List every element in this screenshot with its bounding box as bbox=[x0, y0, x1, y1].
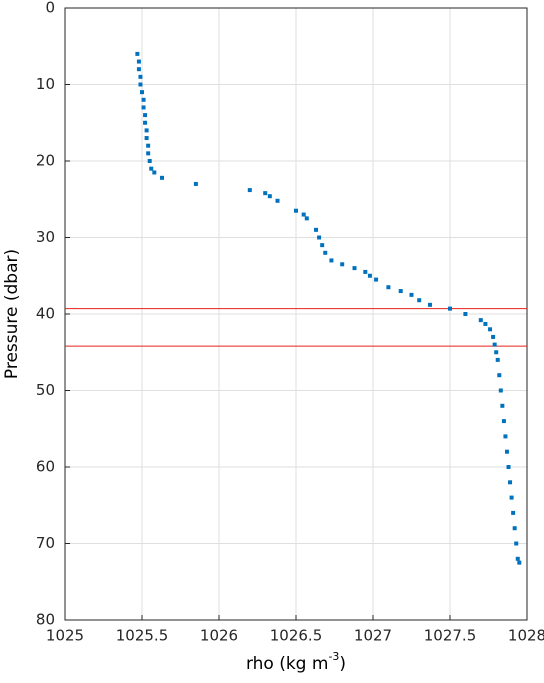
point bbox=[136, 59, 141, 64]
point bbox=[367, 273, 372, 278]
point bbox=[363, 269, 368, 274]
x-axis-label: rho (kg m-3) bbox=[246, 650, 346, 674]
point bbox=[352, 266, 357, 271]
point bbox=[147, 159, 152, 163]
point bbox=[138, 74, 143, 79]
point bbox=[497, 373, 502, 378]
x-tick-label: 1025 bbox=[46, 627, 84, 645]
point bbox=[514, 541, 519, 546]
point bbox=[488, 327, 493, 332]
point bbox=[143, 120, 148, 125]
y-axis-label: Pressure (dbar) bbox=[2, 249, 22, 379]
point bbox=[515, 556, 520, 561]
point bbox=[463, 312, 468, 316]
point bbox=[503, 434, 508, 439]
point bbox=[386, 285, 391, 290]
y-tick-label: 20 bbox=[36, 152, 55, 170]
point bbox=[511, 510, 516, 515]
point bbox=[409, 292, 414, 297]
point bbox=[141, 97, 146, 102]
point bbox=[494, 350, 499, 355]
point bbox=[247, 188, 252, 193]
x-tick-label: 1025.5 bbox=[116, 627, 169, 645]
point bbox=[512, 526, 517, 531]
x-tick-label: 1026 bbox=[200, 627, 238, 645]
point bbox=[448, 306, 452, 311]
point bbox=[314, 227, 319, 232]
x-tick-label: 1028 bbox=[508, 627, 544, 645]
x-tick-label: 1027.5 bbox=[424, 627, 477, 645]
point bbox=[140, 90, 144, 95]
y-tick-label: 40 bbox=[36, 305, 55, 323]
point bbox=[498, 388, 503, 393]
point bbox=[340, 262, 345, 267]
point bbox=[263, 191, 268, 196]
y-tick-label: 0 bbox=[45, 0, 55, 17]
point bbox=[506, 465, 511, 469]
point bbox=[478, 318, 483, 323]
x-label-sup: -3 bbox=[328, 650, 339, 663]
point bbox=[504, 449, 509, 454]
point bbox=[317, 235, 322, 240]
point bbox=[294, 208, 298, 213]
point bbox=[160, 175, 165, 180]
point bbox=[304, 216, 309, 221]
point bbox=[136, 67, 141, 72]
point bbox=[141, 105, 146, 110]
point bbox=[152, 170, 157, 175]
x-label-text: rho (kg m bbox=[246, 654, 329, 674]
y-tick-label: 80 bbox=[36, 611, 55, 629]
y-tick-label: 50 bbox=[36, 381, 55, 399]
x-label-tail: ) bbox=[339, 654, 346, 674]
point bbox=[146, 151, 151, 156]
x-tick-label: 1026.5 bbox=[270, 627, 323, 645]
y-tick-label: 70 bbox=[36, 534, 55, 552]
point bbox=[517, 560, 522, 565]
point bbox=[417, 298, 422, 303]
point bbox=[138, 82, 143, 87]
point bbox=[135, 51, 140, 56]
point bbox=[149, 166, 154, 171]
point bbox=[144, 128, 149, 133]
x-tick-label: 1027 bbox=[354, 627, 392, 645]
point bbox=[275, 198, 280, 203]
point bbox=[398, 289, 403, 294]
point bbox=[320, 243, 325, 248]
y-tick-label: 60 bbox=[36, 458, 55, 476]
point bbox=[267, 194, 272, 199]
y-tick-label: 30 bbox=[36, 228, 55, 246]
point bbox=[509, 495, 514, 500]
point bbox=[491, 334, 496, 339]
point bbox=[483, 321, 488, 326]
axes-box bbox=[64, 7, 528, 621]
point bbox=[508, 480, 513, 485]
point bbox=[495, 357, 500, 362]
point bbox=[193, 181, 198, 186]
point bbox=[143, 113, 148, 118]
y-tick-label: 10 bbox=[36, 75, 55, 93]
point bbox=[144, 136, 149, 141]
point bbox=[329, 258, 334, 263]
point bbox=[374, 277, 379, 282]
plot-area: 1025 1025.5 1026 1026.5 1027 1027.5 1028 0 10 20 3… bbox=[36, 0, 544, 645]
point bbox=[323, 250, 328, 255]
point bbox=[492, 342, 497, 347]
point bbox=[146, 143, 151, 148]
point bbox=[301, 212, 306, 217]
point bbox=[427, 302, 432, 307]
point bbox=[501, 419, 506, 424]
point bbox=[500, 403, 505, 408]
